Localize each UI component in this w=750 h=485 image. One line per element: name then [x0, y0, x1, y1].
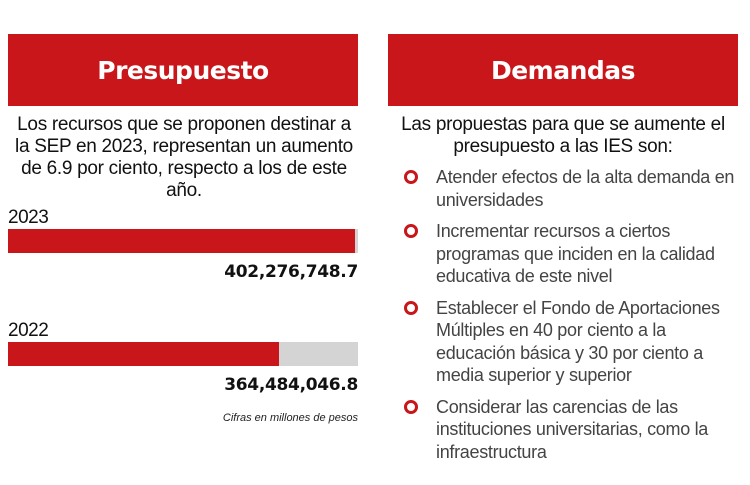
demandas-intro: Las propuestas para que se aumente el pr…: [401, 114, 725, 157]
presupuesto-header: Presupuesto: [8, 34, 358, 106]
demandas-list: Atender efectos de la alta demanda en un…: [402, 166, 747, 472]
list-item: Establecer el Fondo de Aportaciones Múlt…: [402, 297, 747, 387]
list-item: Considerar las carencias de las instituc…: [402, 396, 747, 464]
circle-bullet-icon: [404, 224, 418, 238]
presupuesto-intro: Los recursos que se proponen destinar a …: [15, 114, 353, 201]
presupuesto-title: Presupuesto: [97, 55, 269, 85]
bar-fill-2022: [8, 342, 280, 366]
value-2022: 364,484,046.8: [224, 375, 358, 395]
list-item: Incrementar recursos a ciertos programas…: [402, 220, 747, 288]
demandas-header: Demandas: [388, 34, 738, 106]
bar-fill-2023: [8, 229, 355, 253]
list-item: Atender efectos de la alta demanda en un…: [402, 166, 747, 211]
units-note: Cifras en millones de pesos: [222, 412, 358, 424]
year-label-2022: 2022: [8, 320, 49, 341]
year-label-2023: 2023: [8, 207, 49, 228]
value-2023: 402,276,748.7: [224, 262, 358, 282]
circle-bullet-icon: [404, 300, 418, 315]
circle-bullet-icon: [404, 399, 418, 414]
bar-2023: [8, 229, 358, 253]
demandas-title: Demandas: [490, 55, 636, 85]
bar-2022: [8, 342, 358, 366]
circle-bullet-icon: [404, 170, 418, 184]
